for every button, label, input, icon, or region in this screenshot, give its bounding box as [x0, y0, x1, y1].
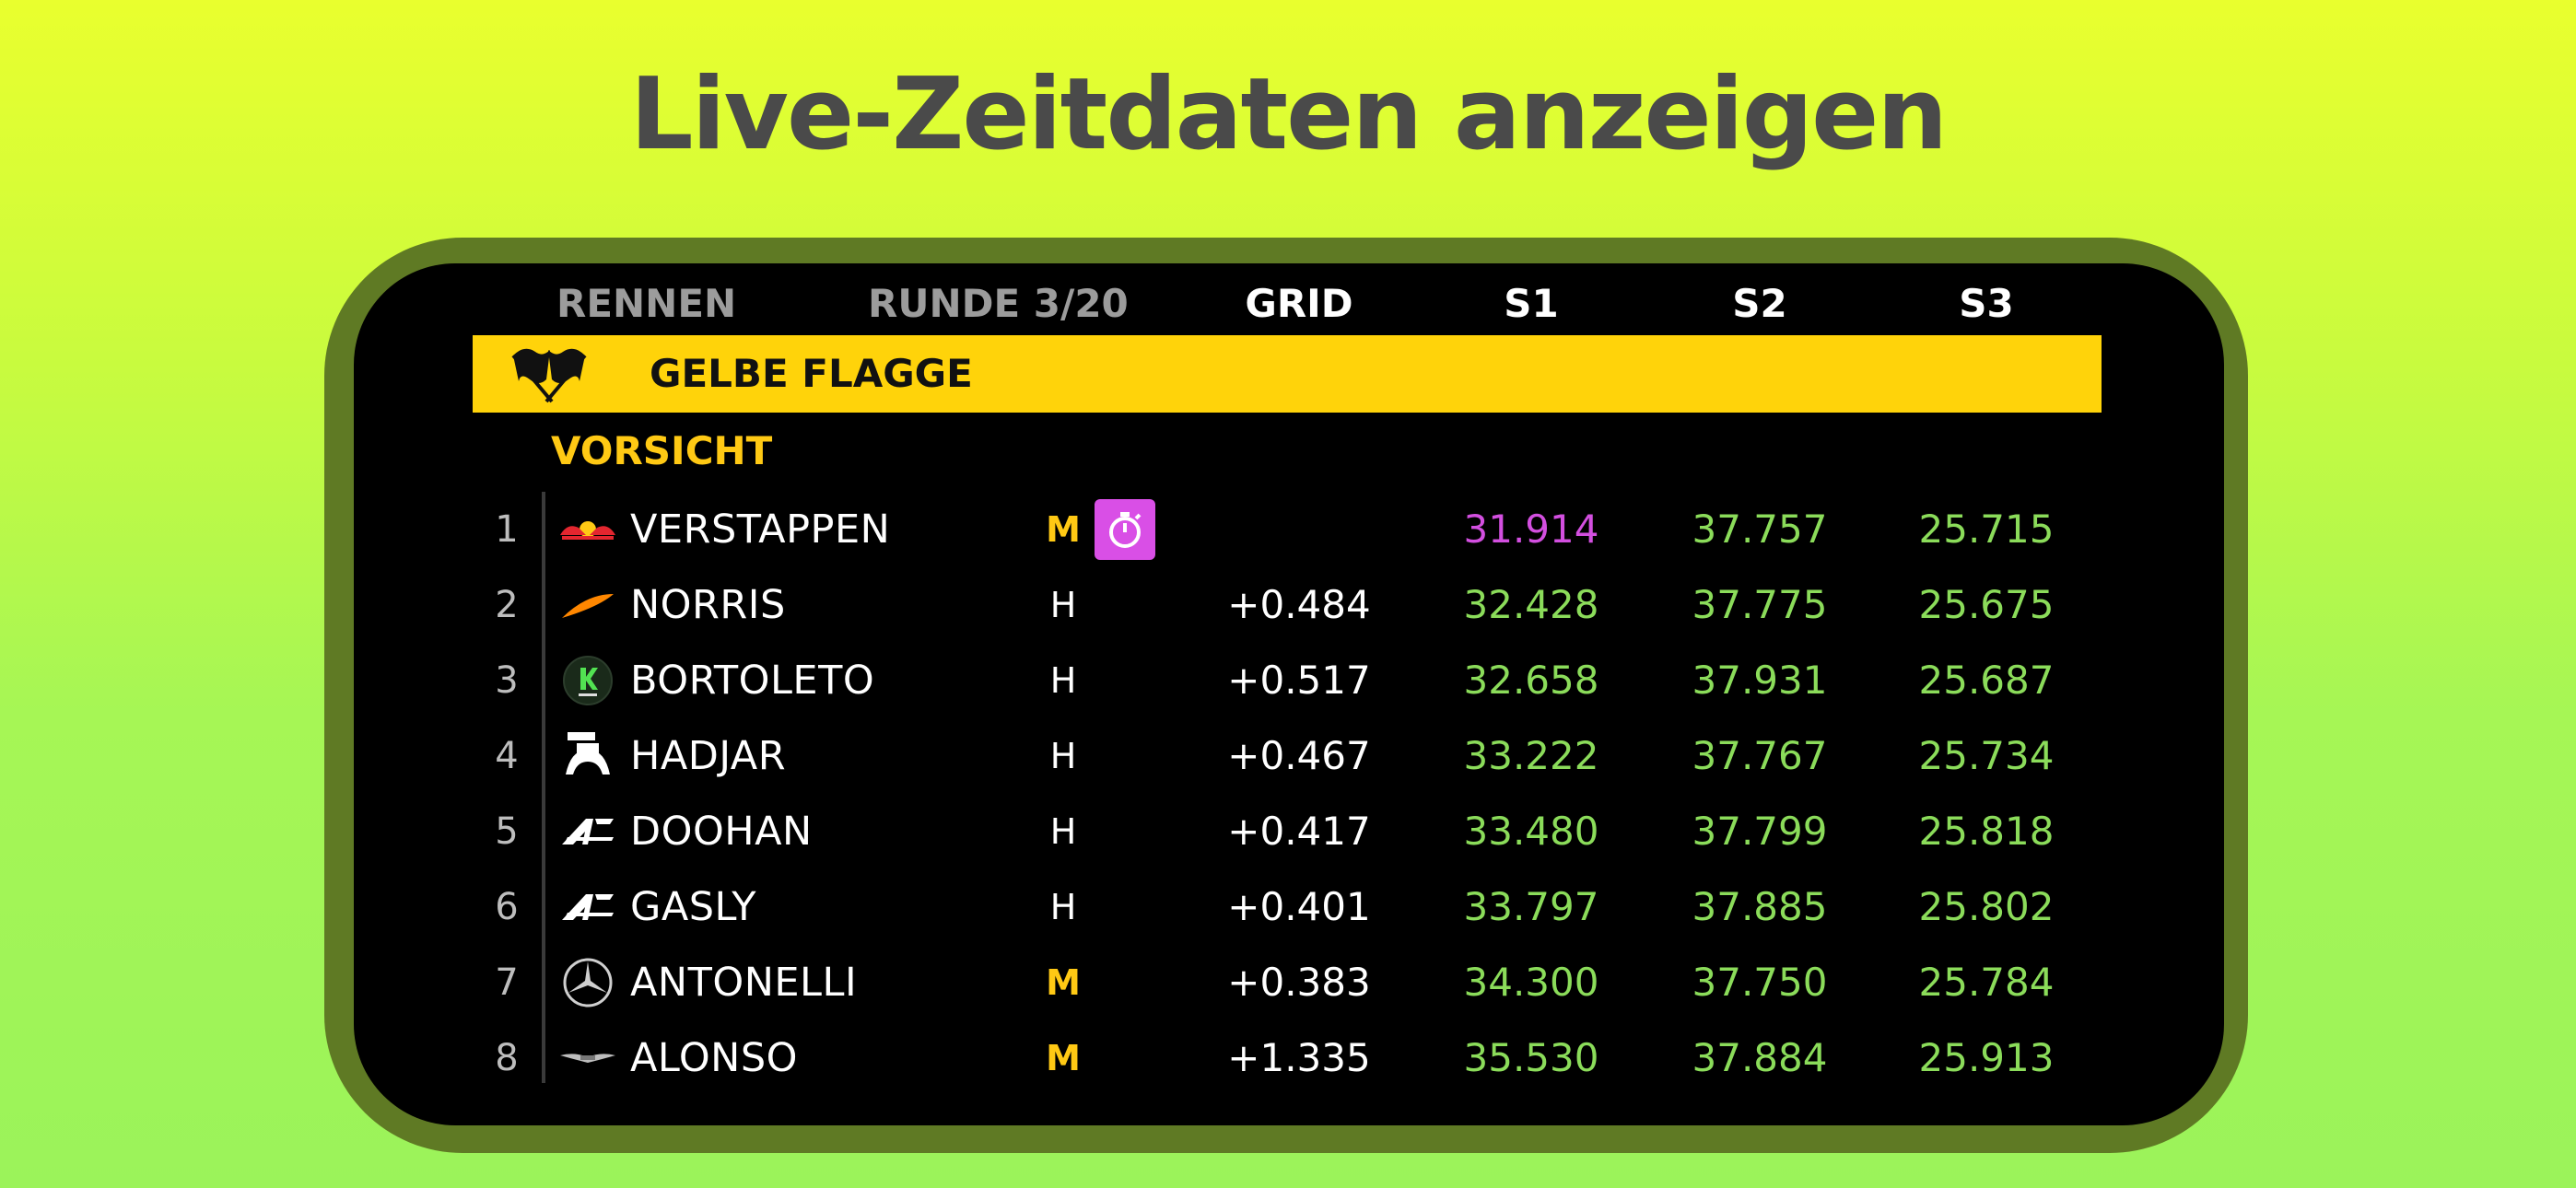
sector-3-time: 25.687 [1918, 658, 2055, 703]
sector-1-time: 32.428 [1463, 582, 1599, 627]
sector-1-time: 33.480 [1463, 809, 1599, 854]
tyre-compound: H [1049, 660, 1077, 701]
col-s1: S1 [1504, 281, 1559, 326]
sector-3-time: 25.802 [1918, 884, 2055, 929]
gap: +0.383 [1227, 960, 1371, 1005]
sector-3-time: 25.784 [1918, 960, 2055, 1005]
tyre-compound: H [1049, 811, 1077, 852]
table-row[interactable]: 4 HADJAR H +0.467 33.222 37.767 25.734 [0, 718, 2576, 794]
crossed-flags-icon [511, 348, 587, 403]
position: 1 [495, 508, 519, 551]
lap-counter: RUNDE 3/20 [868, 281, 1129, 326]
sector-3-time: 25.913 [1918, 1035, 2055, 1080]
alpine-icon [558, 808, 617, 856]
sauber-icon [558, 656, 617, 705]
sector-3-time: 25.675 [1918, 582, 2055, 627]
position: 8 [495, 1037, 519, 1079]
sector-1-time: 34.300 [1463, 960, 1599, 1005]
gap: +0.484 [1227, 582, 1371, 627]
gap: +0.517 [1227, 658, 1371, 703]
mclaren-icon [558, 581, 617, 629]
position: 2 [495, 584, 519, 626]
sector-1-time: 33.797 [1463, 884, 1599, 929]
driver-name: NORRIS [630, 582, 786, 628]
sector-1-time: 31.914 [1463, 507, 1599, 552]
aston-martin-icon [558, 1034, 617, 1082]
driver-name: GASLY [630, 884, 757, 930]
sector-1-time: 32.658 [1463, 658, 1599, 703]
table-row[interactable]: 8 ALONSO M +1.335 35.530 37.884 25.913 [0, 1020, 2576, 1096]
gap: +1.335 [1227, 1035, 1371, 1080]
racing-bulls-icon [558, 732, 617, 780]
driver-name: BORTOLETO [630, 658, 875, 704]
stopwatch-icon [1095, 499, 1155, 560]
col-s2: S2 [1732, 281, 1787, 326]
position: 4 [495, 735, 519, 777]
sector-1-time: 35.530 [1463, 1035, 1599, 1080]
table-row[interactable]: 3 BORTOLETO H +0.517 32.658 37.931 25.68… [0, 643, 2576, 718]
headline: Live-Zeitdaten anzeigen [629, 57, 1948, 172]
alpine-icon [558, 883, 617, 931]
position-divider [542, 492, 545, 1083]
position: 7 [495, 961, 519, 1004]
table-row[interactable]: 1 VERSTAPPEN M 31.914 37.757 25.715 [0, 492, 2576, 567]
sector-2-time: 37.750 [1692, 960, 1828, 1005]
driver-name: ANTONELLI [630, 960, 858, 1006]
gap: +0.467 [1227, 733, 1371, 778]
sector-2-time: 37.757 [1692, 507, 1828, 552]
col-s3: S3 [1959, 281, 2014, 326]
tyre-compound: M [1046, 962, 1081, 1003]
yellow-flag-banner: GELBE FLAGGE [473, 335, 2102, 413]
sector-2-time: 37.767 [1692, 733, 1828, 778]
position: 6 [495, 886, 519, 928]
sector-2-time: 37.775 [1692, 582, 1828, 627]
mercedes-icon [558, 958, 617, 1007]
table-row[interactable]: 6 GASLY H +0.401 33.797 37.885 25.802 [0, 869, 2576, 945]
red-bull-icon [558, 506, 617, 553]
tyre-compound: H [1049, 585, 1077, 625]
table-row[interactable]: 2 NORRIS H +0.484 32.428 37.775 25.675 [0, 567, 2576, 643]
sector-2-time: 37.799 [1692, 809, 1828, 854]
sector-2-time: 37.931 [1692, 658, 1828, 703]
gap: +0.417 [1227, 809, 1371, 854]
session-label: RENNEN [556, 281, 737, 326]
sector-2-time: 37.884 [1692, 1035, 1828, 1080]
caution-label: VORSICHT [551, 428, 773, 473]
position: 5 [495, 810, 519, 853]
sector-3-time: 25.818 [1918, 809, 2055, 854]
table-row[interactable]: 7 ANTONELLI M +0.383 34.300 37.750 25.78… [0, 945, 2576, 1020]
sector-2-time: 37.885 [1692, 884, 1828, 929]
sector-1-time: 33.222 [1463, 733, 1599, 778]
sector-3-time: 25.715 [1918, 507, 2055, 552]
driver-name: ALONSO [630, 1035, 798, 1081]
table-row[interactable]: 5 DOOHAN H +0.417 33.480 37.799 25.818 [0, 794, 2576, 869]
driver-name: DOOHAN [630, 809, 813, 855]
sector-3-time: 25.734 [1918, 733, 2055, 778]
driver-name: VERSTAPPEN [630, 507, 891, 553]
col-grid: GRID [1245, 281, 1353, 326]
tyre-compound: M [1046, 509, 1081, 550]
tyre-compound: H [1049, 736, 1077, 776]
driver-name: HADJAR [630, 733, 787, 779]
flag-label: GELBE FLAGGE [650, 351, 973, 396]
tyre-compound: M [1046, 1038, 1081, 1078]
tyre-compound: H [1049, 887, 1077, 927]
position: 3 [495, 659, 519, 702]
gap: +0.401 [1227, 884, 1371, 929]
